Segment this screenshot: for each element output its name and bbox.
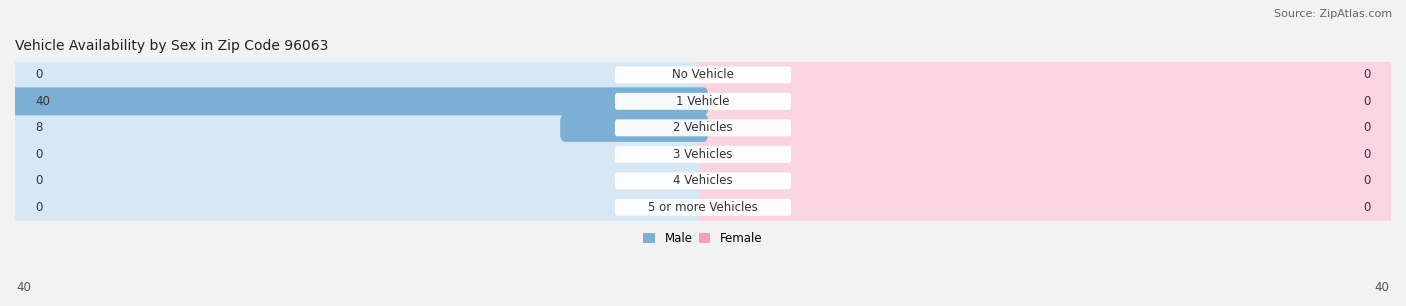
Text: 4 Vehicles: 4 Vehicles [673, 174, 733, 187]
Text: 40: 40 [17, 281, 32, 294]
Text: 0: 0 [1362, 174, 1371, 187]
FancyBboxPatch shape [10, 193, 709, 222]
FancyBboxPatch shape [697, 113, 1396, 142]
Text: Source: ZipAtlas.com: Source: ZipAtlas.com [1274, 9, 1392, 19]
FancyBboxPatch shape [10, 113, 709, 142]
Text: 0: 0 [1362, 121, 1371, 134]
FancyBboxPatch shape [10, 140, 709, 169]
Text: 2 Vehicles: 2 Vehicles [673, 121, 733, 134]
Text: 0: 0 [35, 201, 44, 214]
Text: 0: 0 [1362, 68, 1371, 81]
FancyBboxPatch shape [614, 93, 792, 110]
Text: 0: 0 [35, 174, 44, 187]
Legend: Male, Female: Male, Female [638, 227, 768, 250]
FancyBboxPatch shape [614, 119, 792, 136]
FancyBboxPatch shape [697, 60, 1396, 89]
FancyBboxPatch shape [10, 87, 709, 115]
FancyBboxPatch shape [614, 172, 792, 189]
Bar [15, 141, 1391, 168]
Text: 5 or more Vehicles: 5 or more Vehicles [648, 201, 758, 214]
Text: Vehicle Availability by Sex in Zip Code 96063: Vehicle Availability by Sex in Zip Code … [15, 39, 329, 54]
Bar [15, 168, 1391, 194]
FancyBboxPatch shape [697, 140, 1396, 169]
Text: 0: 0 [1362, 95, 1371, 108]
Text: 0: 0 [35, 148, 44, 161]
Bar [15, 114, 1391, 141]
Text: 0: 0 [1362, 201, 1371, 214]
FancyBboxPatch shape [614, 199, 792, 216]
FancyBboxPatch shape [10, 166, 709, 196]
FancyBboxPatch shape [697, 166, 1396, 196]
FancyBboxPatch shape [560, 114, 709, 142]
Text: 3 Vehicles: 3 Vehicles [673, 148, 733, 161]
FancyBboxPatch shape [10, 60, 709, 89]
Text: 40: 40 [1374, 281, 1389, 294]
Text: 1 Vehicle: 1 Vehicle [676, 95, 730, 108]
Text: 40: 40 [35, 95, 51, 108]
Bar [15, 88, 1391, 114]
FancyBboxPatch shape [697, 193, 1396, 222]
Text: No Vehicle: No Vehicle [672, 68, 734, 81]
FancyBboxPatch shape [614, 66, 792, 83]
Bar [15, 194, 1391, 221]
Text: 8: 8 [35, 121, 44, 134]
Bar [15, 62, 1391, 88]
Text: 0: 0 [1362, 148, 1371, 161]
Text: 0: 0 [35, 68, 44, 81]
FancyBboxPatch shape [10, 87, 709, 116]
FancyBboxPatch shape [697, 87, 1396, 116]
FancyBboxPatch shape [614, 146, 792, 163]
